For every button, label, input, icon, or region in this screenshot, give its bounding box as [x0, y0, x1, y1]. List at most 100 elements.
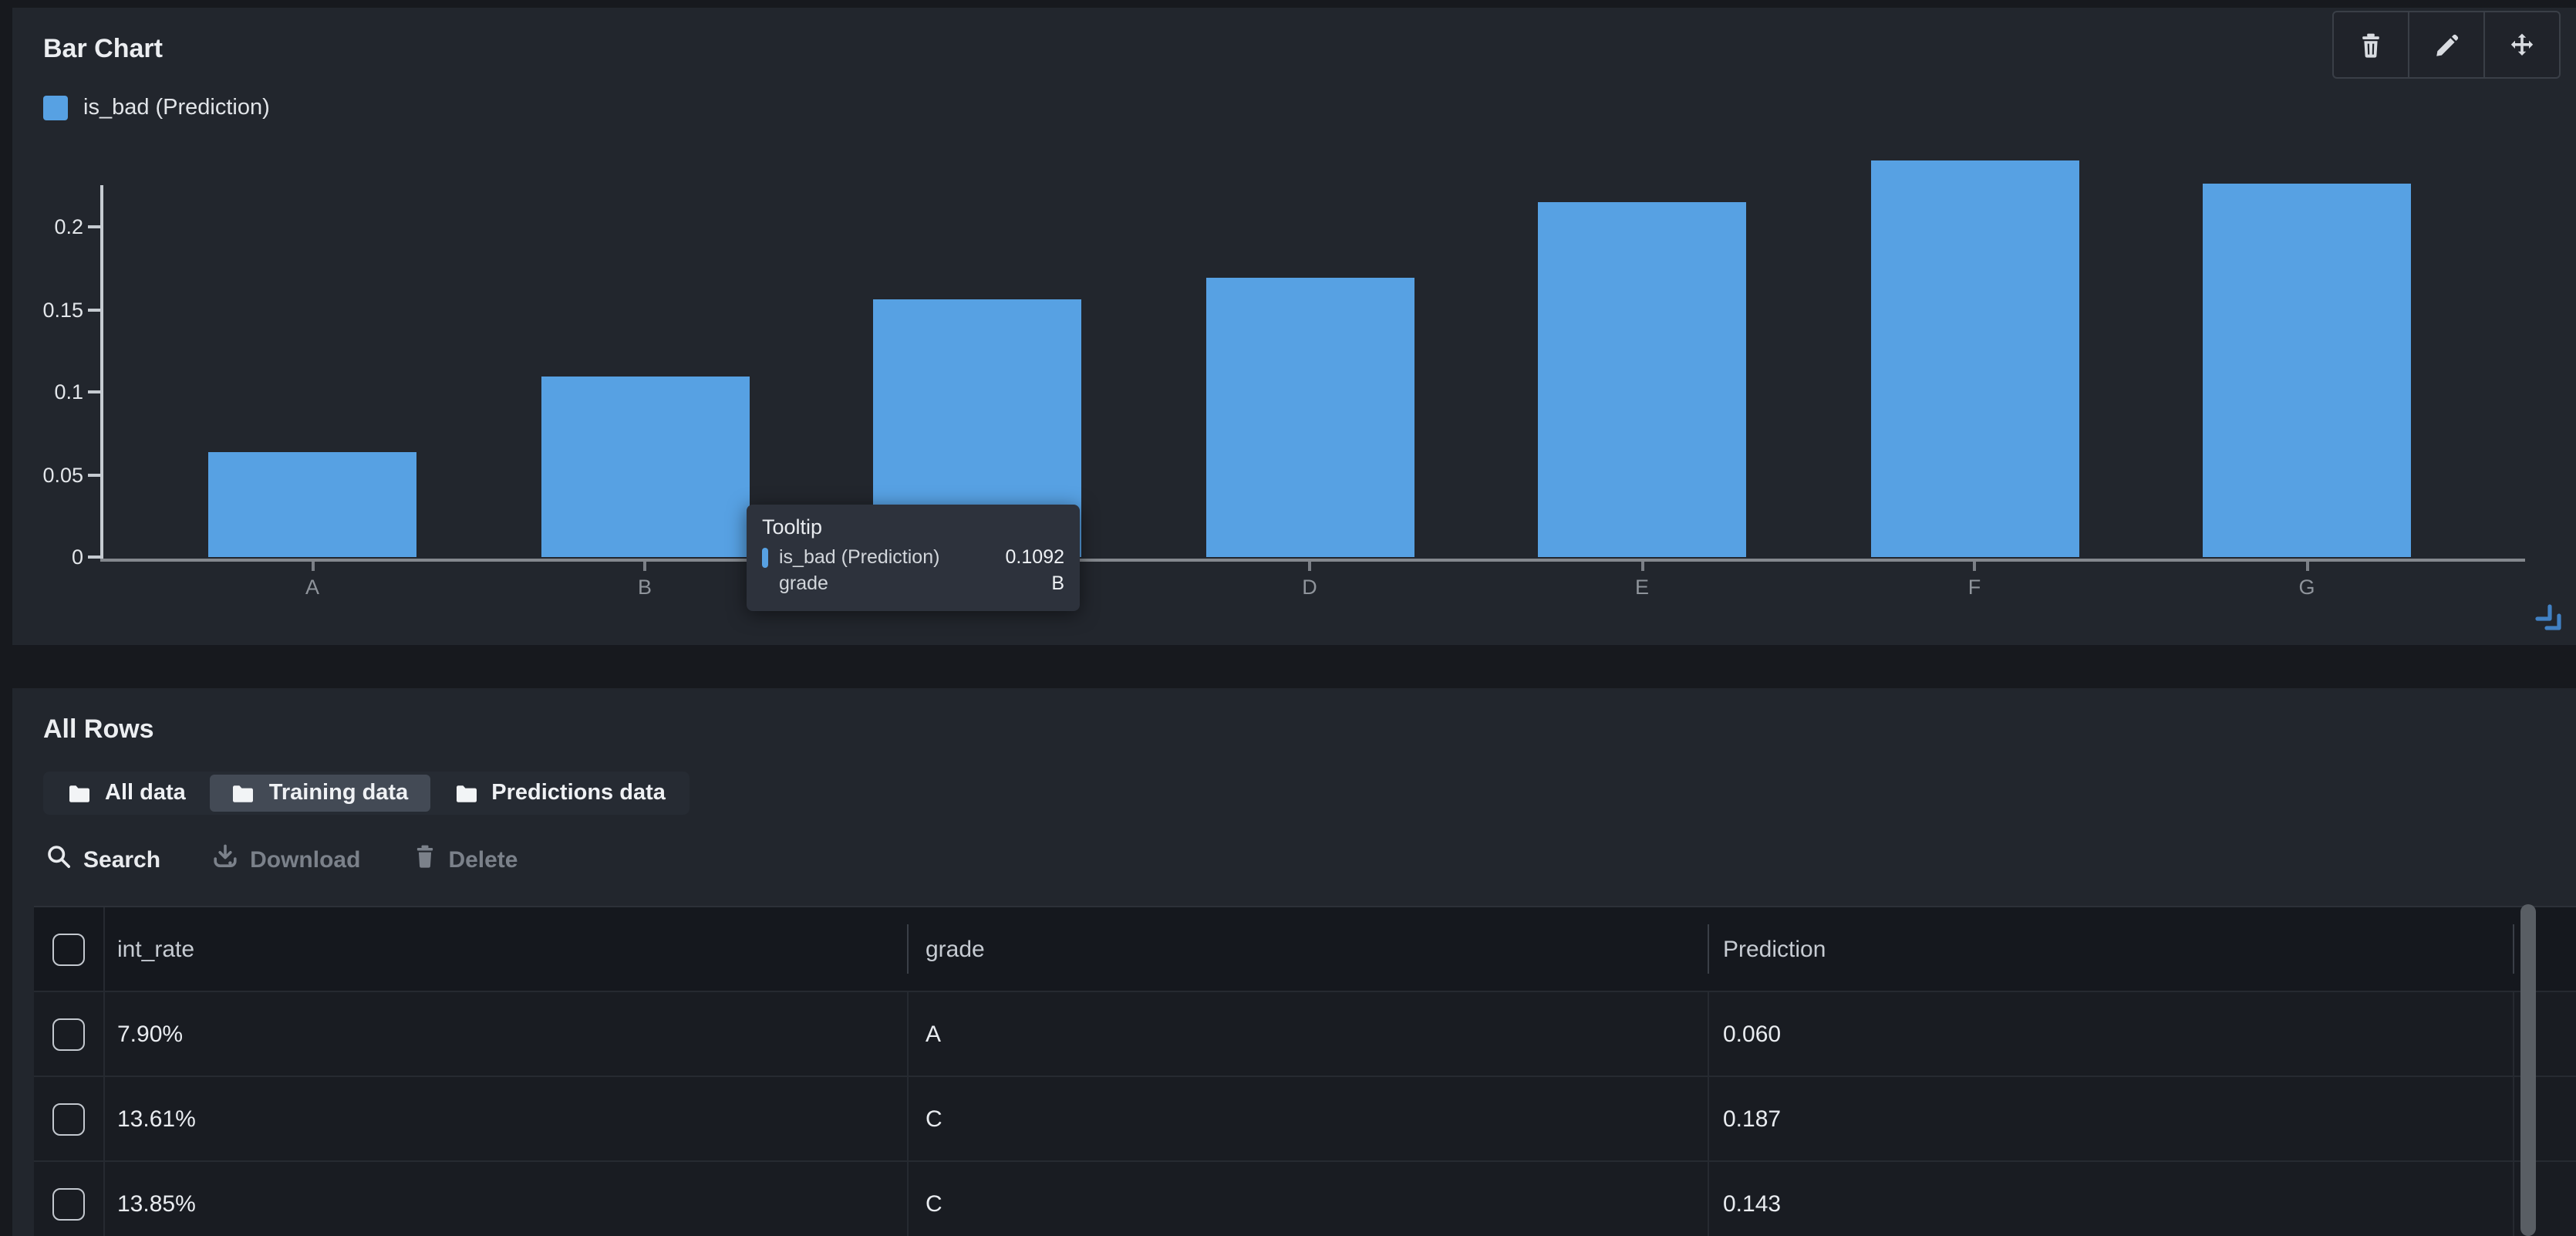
x-axis-label-D: D	[1302, 576, 1317, 599]
table-row[interactable]: 13.85% C 0.143	[34, 1160, 2576, 1236]
y-axis-label: 0.2	[54, 215, 83, 238]
y-axis-tick	[88, 390, 100, 393]
column-separator	[906, 924, 908, 974]
y-axis	[100, 185, 103, 560]
bar-G[interactable]	[2203, 184, 2411, 557]
row-checkbox[interactable]	[52, 1103, 84, 1135]
y-axis-tick	[88, 308, 100, 311]
delete-button[interactable]: Delete	[413, 844, 518, 875]
column-separator	[103, 992, 104, 1076]
chart-tooltip: Tooltip is_bad (Prediction) 0.1092 grade…	[747, 505, 1080, 611]
tooltip-category-row: grade B	[762, 571, 1064, 597]
toolbar-label: Download	[250, 846, 361, 873]
trash-icon	[413, 844, 436, 875]
y-axis-label: 0	[71, 545, 83, 569]
tooltip-category-value: B	[1051, 572, 1064, 594]
column-separator	[103, 1077, 104, 1160]
y-axis-tick	[88, 473, 100, 476]
x-axis-tick	[311, 562, 314, 571]
legend-label: is_bad (Prediction)	[83, 96, 270, 120]
vertical-scrollbar[interactable]	[2520, 904, 2536, 1236]
column-separator	[2513, 1162, 2514, 1236]
column-separator	[906, 1162, 908, 1236]
chart-actions-toolbar	[2332, 11, 2561, 79]
x-axis-label-A: A	[305, 576, 319, 599]
tab-label: Predictions data	[491, 781, 666, 805]
column-separator	[1707, 992, 1708, 1076]
panel-resize-handle[interactable]	[2531, 597, 2568, 642]
cell-grade: A	[926, 1021, 942, 1047]
column-separator	[1707, 924, 1708, 974]
toolbar-label: Delete	[448, 846, 518, 873]
tooltip-category-label: grade	[779, 572, 828, 594]
bar-D[interactable]	[1205, 278, 1414, 557]
cell-int_rate: 7.90%	[117, 1021, 184, 1047]
x-axis-label-F: F	[1967, 576, 1981, 599]
tooltip-title: Tooltip	[762, 515, 823, 539]
x-axis	[100, 559, 2525, 562]
table-row[interactable]: 7.90% A 0.060	[34, 991, 2576, 1076]
cell-grade: C	[926, 1106, 942, 1132]
table-row[interactable]: 13.61% C 0.187	[34, 1076, 2576, 1160]
x-axis-tick	[643, 562, 646, 571]
bar-chart-panel: Bar Chart is_bad (Prediction)	[12, 8, 2576, 645]
all-rows-panel: All Rows All data Training data Prediction…	[12, 688, 2576, 1236]
x-axis-tick	[2305, 562, 2308, 571]
chart-title: Bar Chart	[43, 34, 163, 63]
tab-training-data[interactable]: Training data	[210, 775, 430, 812]
pencil-icon	[2433, 32, 2460, 58]
y-axis-label: 0.15	[42, 298, 83, 321]
table-header-row: int_rate grade Prediction	[34, 907, 2576, 991]
column-separator	[906, 1077, 908, 1160]
tooltip-series-label: is_bad (Prediction)	[779, 546, 940, 568]
column-separator	[103, 1162, 104, 1236]
column-header-int_rate: int_rate	[117, 936, 195, 962]
x-axis-label-G: G	[2298, 576, 2315, 599]
toolbar-label: Search	[83, 846, 161, 873]
bar-B[interactable]	[541, 377, 749, 557]
y-axis-label: 0.1	[54, 380, 83, 404]
folder-icon	[454, 783, 477, 803]
row-checkbox[interactable]	[52, 1018, 84, 1050]
tab-label: All data	[105, 781, 186, 805]
column-separator	[906, 992, 908, 1076]
cell-int_rate: 13.85%	[117, 1190, 196, 1217]
tab-predictions-data[interactable]: Predictions data	[433, 775, 687, 812]
tooltip-series-marker	[762, 548, 768, 568]
bar-F[interactable]	[1870, 160, 2079, 557]
column-header-grade: grade	[926, 936, 985, 962]
column-separator	[2513, 992, 2514, 1076]
bar-E[interactable]	[1538, 202, 1746, 557]
column-separator	[103, 907, 104, 991]
search-icon	[46, 844, 71, 875]
x-axis-tick	[1640, 562, 1644, 571]
download-icon	[213, 844, 238, 875]
y-axis-tick	[88, 225, 100, 228]
select-all-checkbox[interactable]	[52, 933, 84, 965]
trash-icon	[2359, 32, 2383, 58]
folder-icon	[68, 783, 91, 803]
search-button[interactable]: Search	[46, 844, 160, 875]
bar-chart-plot: 00.050.10.150.2ABCDEFG	[12, 8, 2576, 645]
download-button[interactable]: Download	[213, 844, 360, 875]
delete-chart-button[interactable]	[2334, 12, 2408, 77]
tooltip-series-value: 0.1092	[1005, 546, 1064, 568]
data-partition-tabs: All data Training data Predictions data	[43, 772, 690, 815]
table-toolbar: Search Download Delete	[46, 836, 518, 883]
column-separator	[1707, 1162, 1708, 1236]
legend-swatch	[43, 96, 68, 120]
cell-int_rate: 13.61%	[117, 1106, 196, 1132]
edit-chart-button[interactable]	[2408, 12, 2483, 77]
move-chart-button[interactable]	[2483, 12, 2559, 77]
row-checkbox[interactable]	[52, 1187, 84, 1220]
folder-icon	[232, 783, 255, 803]
x-axis-label-E: E	[1634, 576, 1649, 599]
column-separator	[2513, 1077, 2514, 1160]
tooltip-marker-spacer	[762, 574, 768, 594]
bar-A[interactable]	[208, 452, 416, 557]
data-table: int_rate grade Prediction 7.90% A 0.060 13.61%…	[34, 906, 2576, 1236]
tab-all-data[interactable]: All data	[46, 775, 207, 812]
cell-grade: C	[926, 1190, 942, 1217]
chart-legend: is_bad (Prediction)	[43, 96, 270, 120]
